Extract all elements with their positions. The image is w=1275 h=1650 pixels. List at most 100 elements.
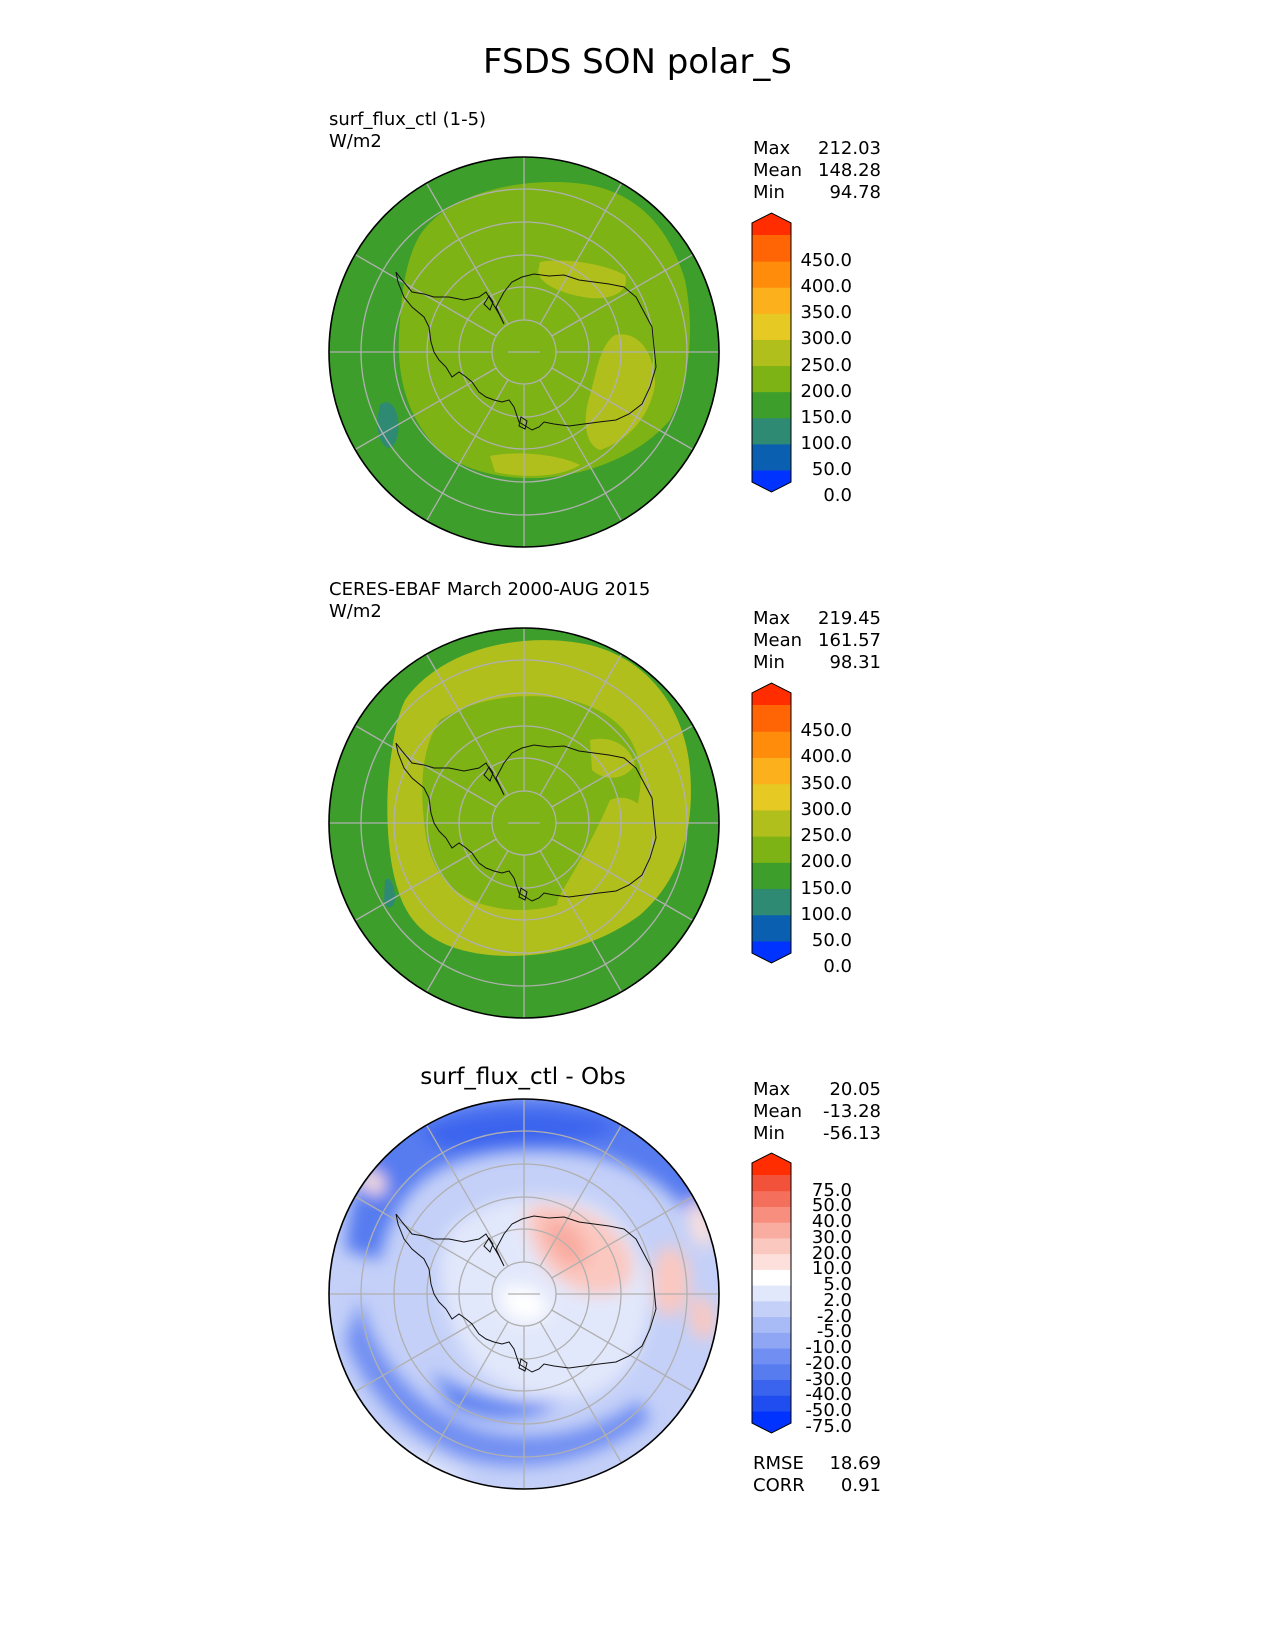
colorbar-segment bbox=[752, 757, 791, 785]
colorbar-segment bbox=[752, 1190, 791, 1207]
colorbars bbox=[751, 212, 792, 1434]
colorbar-tick-label: 50.0 bbox=[811, 459, 852, 480]
panel3-stats: Max 20.05 Mean -13.28 Min -56.13 bbox=[753, 1079, 881, 1145]
panel2-title: CERES-EBAF March 2000-AUG 2015 bbox=[329, 579, 651, 600]
meridian-line bbox=[539, 850, 623, 993]
colorbar-tick-label: -40.0 bbox=[805, 1384, 852, 1406]
meridian-line bbox=[551, 1195, 694, 1279]
colorbar-tick-label: 20.0 bbox=[811, 1242, 852, 1264]
colorbar-max-arrow bbox=[752, 683, 791, 705]
colorbar-tick-label: 150.0 bbox=[800, 406, 852, 428]
colorbar-segment bbox=[752, 1395, 791, 1412]
colorbar-segment bbox=[752, 1332, 791, 1349]
colorbar-tick-label: -2.0 bbox=[816, 1305, 852, 1327]
figure-title: FSDS SON polar_S bbox=[483, 42, 792, 82]
island-path bbox=[483, 295, 494, 311]
meridian-line bbox=[354, 838, 497, 922]
meridian-line bbox=[551, 1309, 694, 1393]
map-border bbox=[328, 1098, 720, 1490]
colorbar-tick-label: 30.0 bbox=[811, 1226, 852, 1248]
colorbar-tick-label: 450.0 bbox=[800, 250, 852, 272]
metric-corr: CORR 0.91 bbox=[753, 1475, 881, 1496]
colorbar-tick-label: 300.0 bbox=[800, 328, 852, 350]
meridian-line bbox=[425, 182, 509, 325]
colorbar-tick-label: 10.0 bbox=[811, 1258, 852, 1280]
meridian-line bbox=[539, 1124, 623, 1267]
metric-rmse: RMSE 18.69 bbox=[753, 1453, 881, 1474]
meridian-line bbox=[539, 182, 623, 325]
colorbar-segment bbox=[752, 888, 791, 916]
meridian-line bbox=[354, 724, 497, 808]
map-border bbox=[328, 156, 720, 548]
colorbar-segment bbox=[752, 1206, 791, 1223]
stat-mean: Mean 148.28 bbox=[753, 160, 881, 181]
colorbar-tick-label: -75.0 bbox=[805, 1415, 852, 1437]
stat-min: Min -56.13 bbox=[753, 1123, 881, 1144]
stat-max: Max 219.45 bbox=[753, 608, 881, 629]
meridian-line bbox=[425, 1124, 509, 1267]
meridian-line bbox=[354, 253, 497, 337]
colorbar-tick-label: 0.0 bbox=[823, 485, 852, 507]
panel2-stats: Max 219.45 Mean 161.57 Min 98.31 bbox=[753, 608, 881, 674]
panel3-metrics: RMSE 18.69 CORR 0.91 bbox=[753, 1453, 881, 1497]
colorbar-tick-label: 200.0 bbox=[800, 851, 852, 873]
colorbar-outline bbox=[751, 1152, 792, 1434]
colorbar-tick-label: 0.0 bbox=[823, 956, 852, 978]
meridian-line bbox=[354, 1195, 497, 1279]
colorbar-segment bbox=[752, 313, 791, 340]
stat-max: Max 20.05 bbox=[753, 1079, 881, 1100]
colorbar-max-arrow bbox=[752, 1153, 791, 1175]
stat-max: Max 212.03 bbox=[753, 138, 881, 159]
colorbar-tick-label: 2.0 bbox=[823, 1289, 852, 1311]
stat-min: Min 94.78 bbox=[753, 182, 881, 203]
colorbar-segment bbox=[752, 261, 791, 288]
colorbar-segment bbox=[752, 1222, 791, 1239]
meridian-line bbox=[539, 1321, 623, 1464]
colorbar-segment bbox=[752, 1175, 791, 1192]
colorbar-tick-label: -30.0 bbox=[805, 1368, 852, 1390]
colorbar-segment bbox=[752, 235, 791, 262]
colorbar-segment bbox=[752, 705, 791, 732]
meridian-line bbox=[425, 379, 509, 522]
colorbar-tick-label: 400.0 bbox=[800, 746, 852, 768]
colorbar-tick-label: 75.0 bbox=[811, 1179, 852, 1201]
stat-min: Min 98.31 bbox=[753, 652, 881, 673]
colorbar-segment bbox=[752, 1269, 791, 1286]
panel2-units: W/m2 bbox=[329, 601, 382, 622]
colorbar-segment bbox=[752, 809, 791, 837]
colorbar-tick-label: 350.0 bbox=[800, 772, 852, 794]
stat-mean: Mean -13.28 bbox=[753, 1101, 881, 1122]
colorbar-segment bbox=[752, 417, 791, 445]
colorbar-tick-label: 400.0 bbox=[800, 276, 852, 298]
meridian-line bbox=[539, 653, 623, 796]
panel1-stats: Max 212.03 Mean 148.28 Min 94.78 bbox=[753, 138, 881, 204]
colorbar-segment bbox=[752, 287, 791, 314]
colorbar-segment bbox=[752, 1285, 791, 1302]
colorbar-segment bbox=[752, 783, 791, 811]
colorbar-tick-label: 450.0 bbox=[800, 720, 852, 742]
colorbar-tick-label: 5.0 bbox=[823, 1274, 852, 1296]
meridian-line bbox=[425, 653, 509, 796]
colorbar-tick-label: 50.0 bbox=[811, 1195, 852, 1217]
colorbar-min-arrow bbox=[752, 941, 791, 963]
meridian-line bbox=[425, 1321, 509, 1464]
coastline-path bbox=[395, 271, 657, 431]
colorbar-segment bbox=[752, 862, 791, 890]
island-path bbox=[518, 416, 528, 430]
colorbar-tick-label: 150.0 bbox=[800, 877, 852, 899]
colorbar-segment bbox=[752, 391, 791, 419]
colorbar-segment bbox=[752, 339, 791, 367]
colorbar-outline bbox=[751, 682, 792, 964]
colorbar-tick-label: 250.0 bbox=[800, 825, 852, 847]
island-path bbox=[518, 887, 528, 901]
meridian-line bbox=[551, 253, 694, 337]
colorbar-segment bbox=[752, 836, 791, 863]
colorbar-tick-label: -50.0 bbox=[805, 1400, 852, 1421]
colorbar-segment bbox=[752, 1363, 791, 1381]
island-path bbox=[518, 1358, 528, 1372]
colorbar-segment bbox=[752, 1316, 791, 1333]
meridian-line bbox=[551, 367, 694, 451]
colorbar-tick-label: 40.0 bbox=[811, 1211, 852, 1233]
colorbar-max-arrow bbox=[752, 213, 791, 235]
